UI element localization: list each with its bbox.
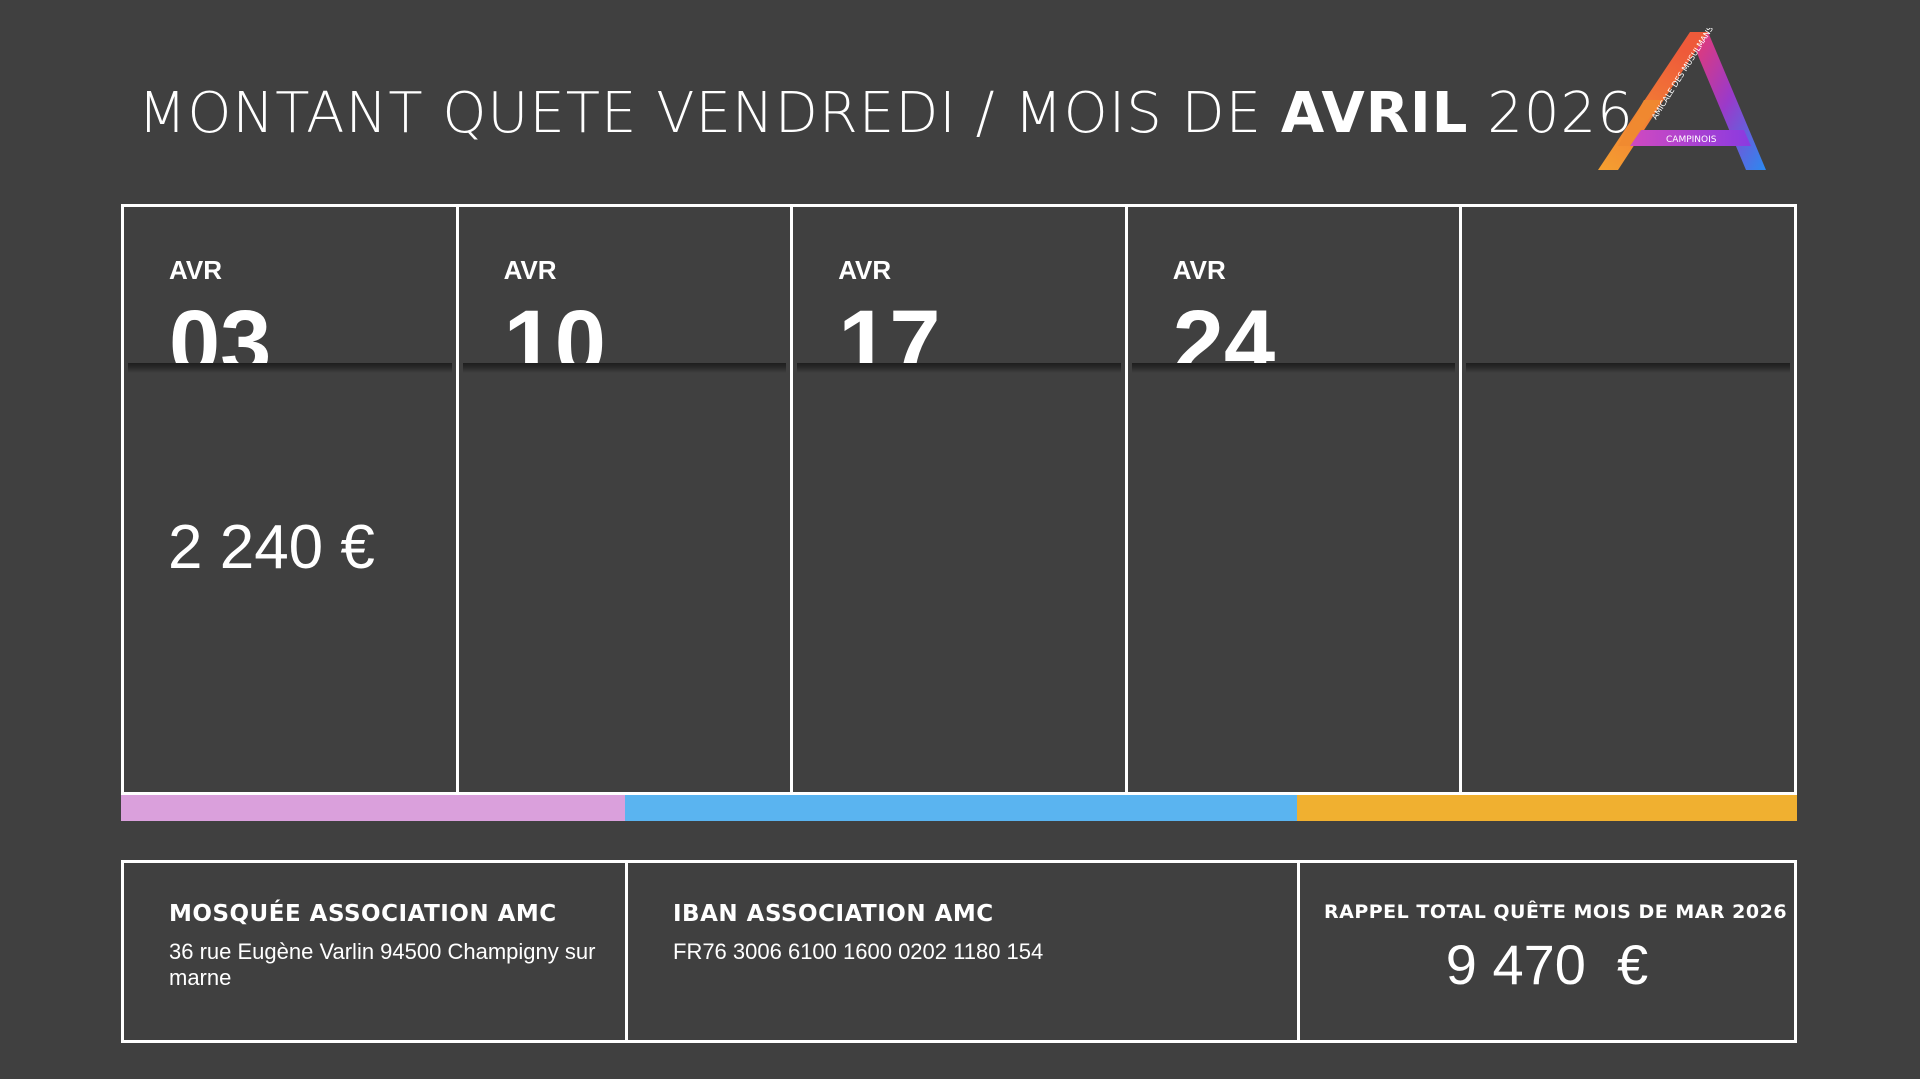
- mosque-title: MOSQUÉE ASSOCIATION AMC: [169, 901, 557, 927]
- week-column-1: AVR 03 2 240 €: [124, 207, 459, 792]
- letter-a-triangle-logo: AMICALE DES MUSULMANS CAMPINOIS: [1598, 28, 1766, 170]
- color-bar-pink: [121, 795, 625, 821]
- week-day-number: 03: [169, 292, 272, 369]
- week-day-number: 24: [1172, 292, 1276, 369]
- week-column-3: AVR 17: [793, 207, 1128, 792]
- title-prefix: MONTANT QUETE VENDREDI / MOIS DE: [138, 81, 1281, 146]
- color-bar-orange: [1297, 795, 1797, 821]
- page-title: MONTANT QUETE VENDREDI / MOIS DE AVRIL 2…: [138, 78, 1634, 150]
- mosque-address: 36 rue Eugène Varlin 94500 Champigny sur…: [169, 939, 596, 990]
- weekly-collection-grid: AVR 03 2 240 € AVR 10 AVR 17 AVR 24: [121, 204, 1797, 795]
- total-title: RAPPEL TOTAL QUÊTE MOIS DE MAR 2026: [1324, 901, 1788, 923]
- week-month-label: AVR: [838, 255, 892, 285]
- date-divider-shadow: [1131, 363, 1456, 373]
- week-month-label: AVR: [503, 255, 557, 285]
- date-divider-shadow: [1466, 363, 1790, 373]
- mosque-info-cell: MOSQUÉE ASSOCIATION AMC 36 rue Eugène Va…: [124, 863, 628, 1040]
- date-divider-shadow: [797, 363, 1121, 373]
- week-column-5: [1462, 207, 1794, 792]
- total-reminder-cell: RAPPEL TOTAL QUÊTE MOIS DE MAR 2026 9 47…: [1300, 863, 1794, 1040]
- color-bar: [121, 795, 1797, 821]
- date-divider-shadow: [462, 363, 787, 373]
- week-column-4: AVR 24: [1128, 207, 1463, 792]
- color-bar-blue: [625, 795, 1297, 821]
- week-day-number: 17: [838, 292, 941, 369]
- title-month: AVRIL: [1280, 81, 1469, 146]
- logo-arc-text: AMICALE DES MUSULMANS: [1650, 28, 1715, 121]
- iban-info-cell: IBAN ASSOCIATION AMC FR76 3006 6100 1600…: [628, 863, 1300, 1040]
- date-divider-shadow: [128, 363, 452, 373]
- week-month-label: AVR: [169, 255, 222, 285]
- week-month-label: AVR: [1172, 255, 1226, 285]
- week-day-number: 10: [503, 292, 606, 369]
- total-value: 9 470 €: [1445, 933, 1649, 996]
- week-amount: 2 240 €: [168, 513, 375, 582]
- iban-value: FR76 3006 6100 1600 0202 1180 154: [673, 939, 1044, 964]
- info-footer: MOSQUÉE ASSOCIATION AMC 36 rue Eugène Va…: [121, 860, 1797, 1043]
- week-column-2: AVR 10: [459, 207, 794, 792]
- iban-title: IBAN ASSOCIATION AMC: [673, 901, 994, 927]
- title-year: 2026: [1468, 81, 1634, 146]
- logo-band-text: CAMPINOIS: [1666, 135, 1717, 145]
